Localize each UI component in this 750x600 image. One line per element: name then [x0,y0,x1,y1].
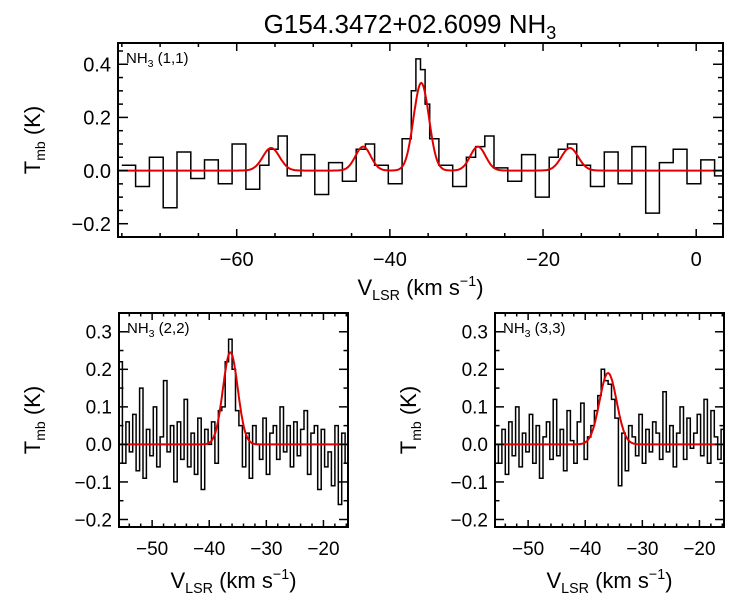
x-tick-label: −40 [373,249,407,271]
plot-frame [117,42,724,238]
panel-label-main: NH [126,50,148,67]
y-axis-label-main: T [20,161,45,174]
y-tick-label: 0.1 [86,398,112,419]
plot-frame [118,312,349,528]
y-tick-label: −0.2 [72,214,111,236]
x-axis-label-main: V [546,568,561,593]
panel-line-label: NH3 (3,3) [503,320,566,340]
x-axis-label-rest: (km s [400,275,460,300]
y-axis-label-rest: (K) [20,106,45,141]
figure-title: G154.3472+02.6099 NH3 [264,9,557,43]
x-axis-label-sup: −1 [649,567,665,583]
gaussian-fit-line [495,372,724,446]
y-tick-label: 0.0 [83,161,111,183]
x-tick-label: −20 [307,539,339,560]
panel-label-rest: (1,1) [154,50,189,67]
panel-nh3-33: −50 −40 −30 −20 −0.2 −0.1 0.0 0.1 0.2 0.3 NH3 (3,3… [396,312,725,597]
gaussian-fit-line [118,81,723,172]
panel-nh3-22: −50 −40 −30 −20 −0.2 −0.1 0.0 0.1 0.2 0.3 NH3 (2,2… [20,312,349,597]
x-tick-label: −60 [220,249,254,271]
panel-line-label: NH3 (1,1) [126,50,189,70]
gaussian-fit-line [119,351,348,446]
y-axis-label: Tmb (K) [396,386,424,454]
panel-label-rest: (3,3) [531,320,566,337]
panel-nh3-11: −60 −40 −20 0 −0.2 0.0 0.2 0.4 NH3 (1,1) VLSR (km… [20,42,724,304]
y-axis-label-sub: mb [408,421,424,441]
observed-spectrum-line [121,58,723,214]
x-axis-label: VLSR (km s−1) [546,567,672,597]
x-axis-label-sup: −1 [460,274,476,290]
y-axis-label-main: T [396,441,421,454]
y-tick-label: −0.1 [450,473,488,494]
x-axis-label: VLSR (km s−1) [170,567,296,597]
x-tick-label: −50 [512,539,544,560]
y-tick-label: 0.1 [462,398,488,419]
x-tick-label: −20 [526,249,560,271]
x-tick-label: −40 [193,539,225,560]
x-tick-label: −50 [136,539,168,560]
panel-label-sub: 3 [148,58,154,70]
y-axis-label-rest: (K) [20,386,45,421]
y-axis-label-rest: (K) [396,386,421,421]
y-tick-label: 0.0 [462,435,488,456]
panel-line-label: NH3 (2,2) [127,320,190,340]
y-tick-label: −0.1 [74,473,112,494]
y-tick-label: 0.4 [83,54,111,76]
x-tick-label: −30 [250,539,282,560]
y-tick-label: −0.2 [450,510,488,531]
x-axis-label-end: ) [289,568,296,593]
panel-label-main: NH [127,320,149,337]
x-axis-label-main: V [357,275,372,300]
y-tick-label: 0.2 [83,108,111,130]
x-tick-label: −20 [683,539,715,560]
y-tick-label: 0.3 [86,323,112,344]
observed-spectrum-line [495,368,724,487]
y-tick-label: −0.2 [74,510,112,531]
y-tick-label: 0.2 [86,360,112,381]
x-axis-label-main: V [170,568,185,593]
x-tick-label: −30 [626,539,658,560]
y-tick-label: 0.3 [462,323,488,344]
x-axis-label-end: ) [476,275,483,300]
panel-label-main: NH [503,320,525,337]
x-tick-label: 0 [691,249,702,271]
panel-label-rest: (2,2) [155,320,190,337]
panel-label-sub: 3 [149,328,155,340]
y-axis-label: Tmb (K) [20,106,48,174]
y-axis-label-sub: mb [32,421,48,441]
y-tick-label: 0.2 [462,360,488,381]
x-axis-label-sub: LSR [372,288,400,304]
y-axis-label: Tmb (K) [20,386,48,454]
x-axis-label-rest: (km s [589,568,649,593]
x-axis-label-end: ) [665,568,672,593]
y-axis-label-main: T [20,441,45,454]
panel-label-sub: 3 [525,328,531,340]
y-tick-label: 0.0 [86,435,112,456]
x-tick-label: −40 [569,539,601,560]
x-axis-label-sub: LSR [561,581,589,597]
x-axis-label-sup: −1 [273,567,289,583]
x-axis-label: VLSR (km s−1) [357,274,483,304]
x-axis-label-rest: (km s [213,568,273,593]
y-axis-label-sub: mb [32,141,48,161]
plot-frame [494,312,725,528]
x-axis-label-sub: LSR [185,581,213,597]
